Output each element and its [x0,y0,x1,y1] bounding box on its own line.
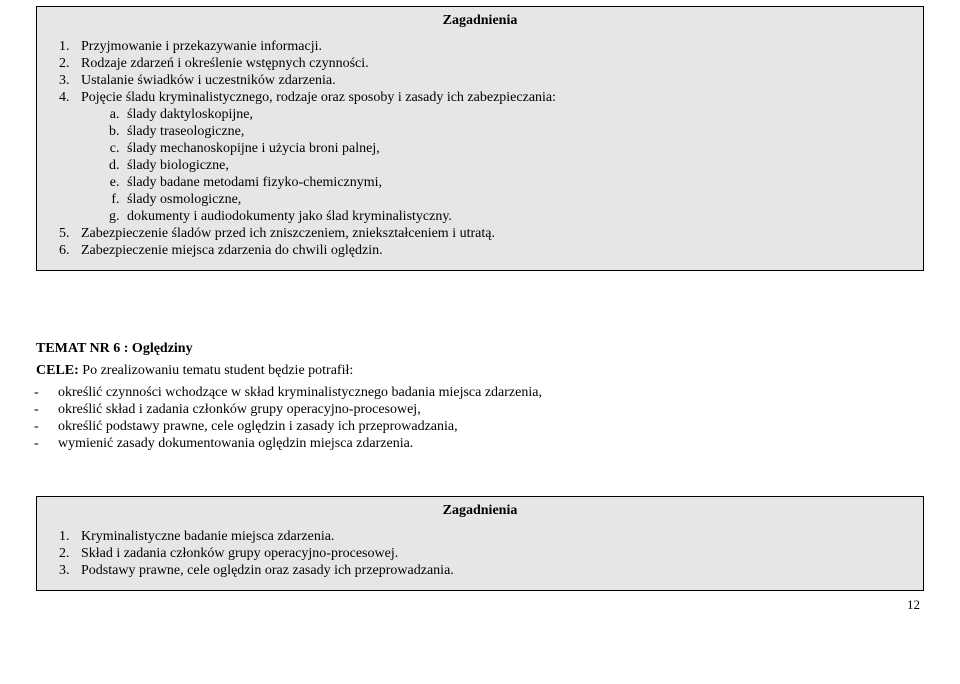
sub-list-item: ślady badane metodami fizyko-chemicznymi… [123,175,913,191]
temat-heading: TEMAT NR 6 : Oględziny [36,341,924,357]
sub-list-item: ślady osmologiczne, [123,192,913,208]
list-item-text: Pojęcie śladu kryminalistycznego, rodzaj… [81,90,556,105]
cele-line: CELE: Po zrealizowaniu tematu student bę… [36,363,924,379]
list-item: Rodzaje zdarzeń i określenie wstępnych c… [73,56,913,72]
sub-list: ślady daktyloskopijne, ślady traseologic… [81,107,913,225]
list-item: Ustalanie świadków i uczestników zdarzen… [73,73,913,89]
zagadnienia-box-2: Zagadnienia Kryminalistyczne badanie mie… [36,496,924,591]
zagadnienia-list-1: Przyjmowanie i przekazywanie informacji.… [47,39,913,259]
bullet-item: określić podstawy prawne, cele oględzin … [36,419,924,435]
cele-bullets: określić czynności wchodzące w skład kry… [36,385,924,452]
page: Zagadnienia Przyjmowanie i przekazywanie… [0,0,960,613]
list-item-text: Zabezpieczenie śladów przed ich zniszcze… [81,226,495,241]
list-item: Przyjmowanie i przekazywanie informacji. [73,39,913,55]
sub-list-item: ślady daktyloskopijne, [123,107,913,123]
list-item: Zabezpieczenie śladów przed ich zniszcze… [73,226,913,242]
zagadnienia-list-2: Kryminalistyczne badanie miejsca zdarzen… [47,529,913,579]
sub-list-item: dokumenty i audiodokumenty jako ślad kry… [123,209,913,225]
list-item: Pojęcie śladu kryminalistycznego, rodzaj… [73,90,913,225]
list-item: Kryminalistyczne badanie miejsca zdarzen… [73,529,913,545]
cele-label: CELE: [36,363,79,378]
list-item-text: Rodzaje zdarzeń i określenie wstępnych c… [81,56,369,71]
list-item-text: Zabezpieczenie miejsca zdarzenia do chwi… [81,243,383,258]
bullet-item: wymienić zasady dokumentowania oględzin … [36,436,924,452]
zagadnienia-box-1: Zagadnienia Przyjmowanie i przekazywanie… [36,6,924,271]
bullet-item: określić czynności wchodzące w skład kry… [36,385,924,401]
bullet-item: określić skład i zadania członków grupy … [36,402,924,418]
list-item: Skład i zadania członków grupy operacyjn… [73,546,913,562]
zagadnienia-title-1: Zagadnienia [47,13,913,29]
sub-list-item: ślady biologiczne, [123,158,913,174]
temat-section: TEMAT NR 6 : Oględziny CELE: Po zrealizo… [36,341,924,452]
zagadnienia-title-2: Zagadnienia [47,503,913,519]
list-item-text: Ustalanie świadków i uczestników zdarzen… [81,73,336,88]
list-item: Zabezpieczenie miejsca zdarzenia do chwi… [73,243,913,259]
cele-tail: Po zrealizowaniu tematu student będzie p… [79,363,353,378]
list-item-text: Przyjmowanie i przekazywanie informacji. [81,39,322,54]
list-item: Podstawy prawne, cele oględzin oraz zasa… [73,563,913,579]
page-number: 12 [36,597,924,613]
sub-list-item: ślady mechanoskopijne i użycia broni pal… [123,141,913,157]
sub-list-item: ślady traseologiczne, [123,124,913,140]
